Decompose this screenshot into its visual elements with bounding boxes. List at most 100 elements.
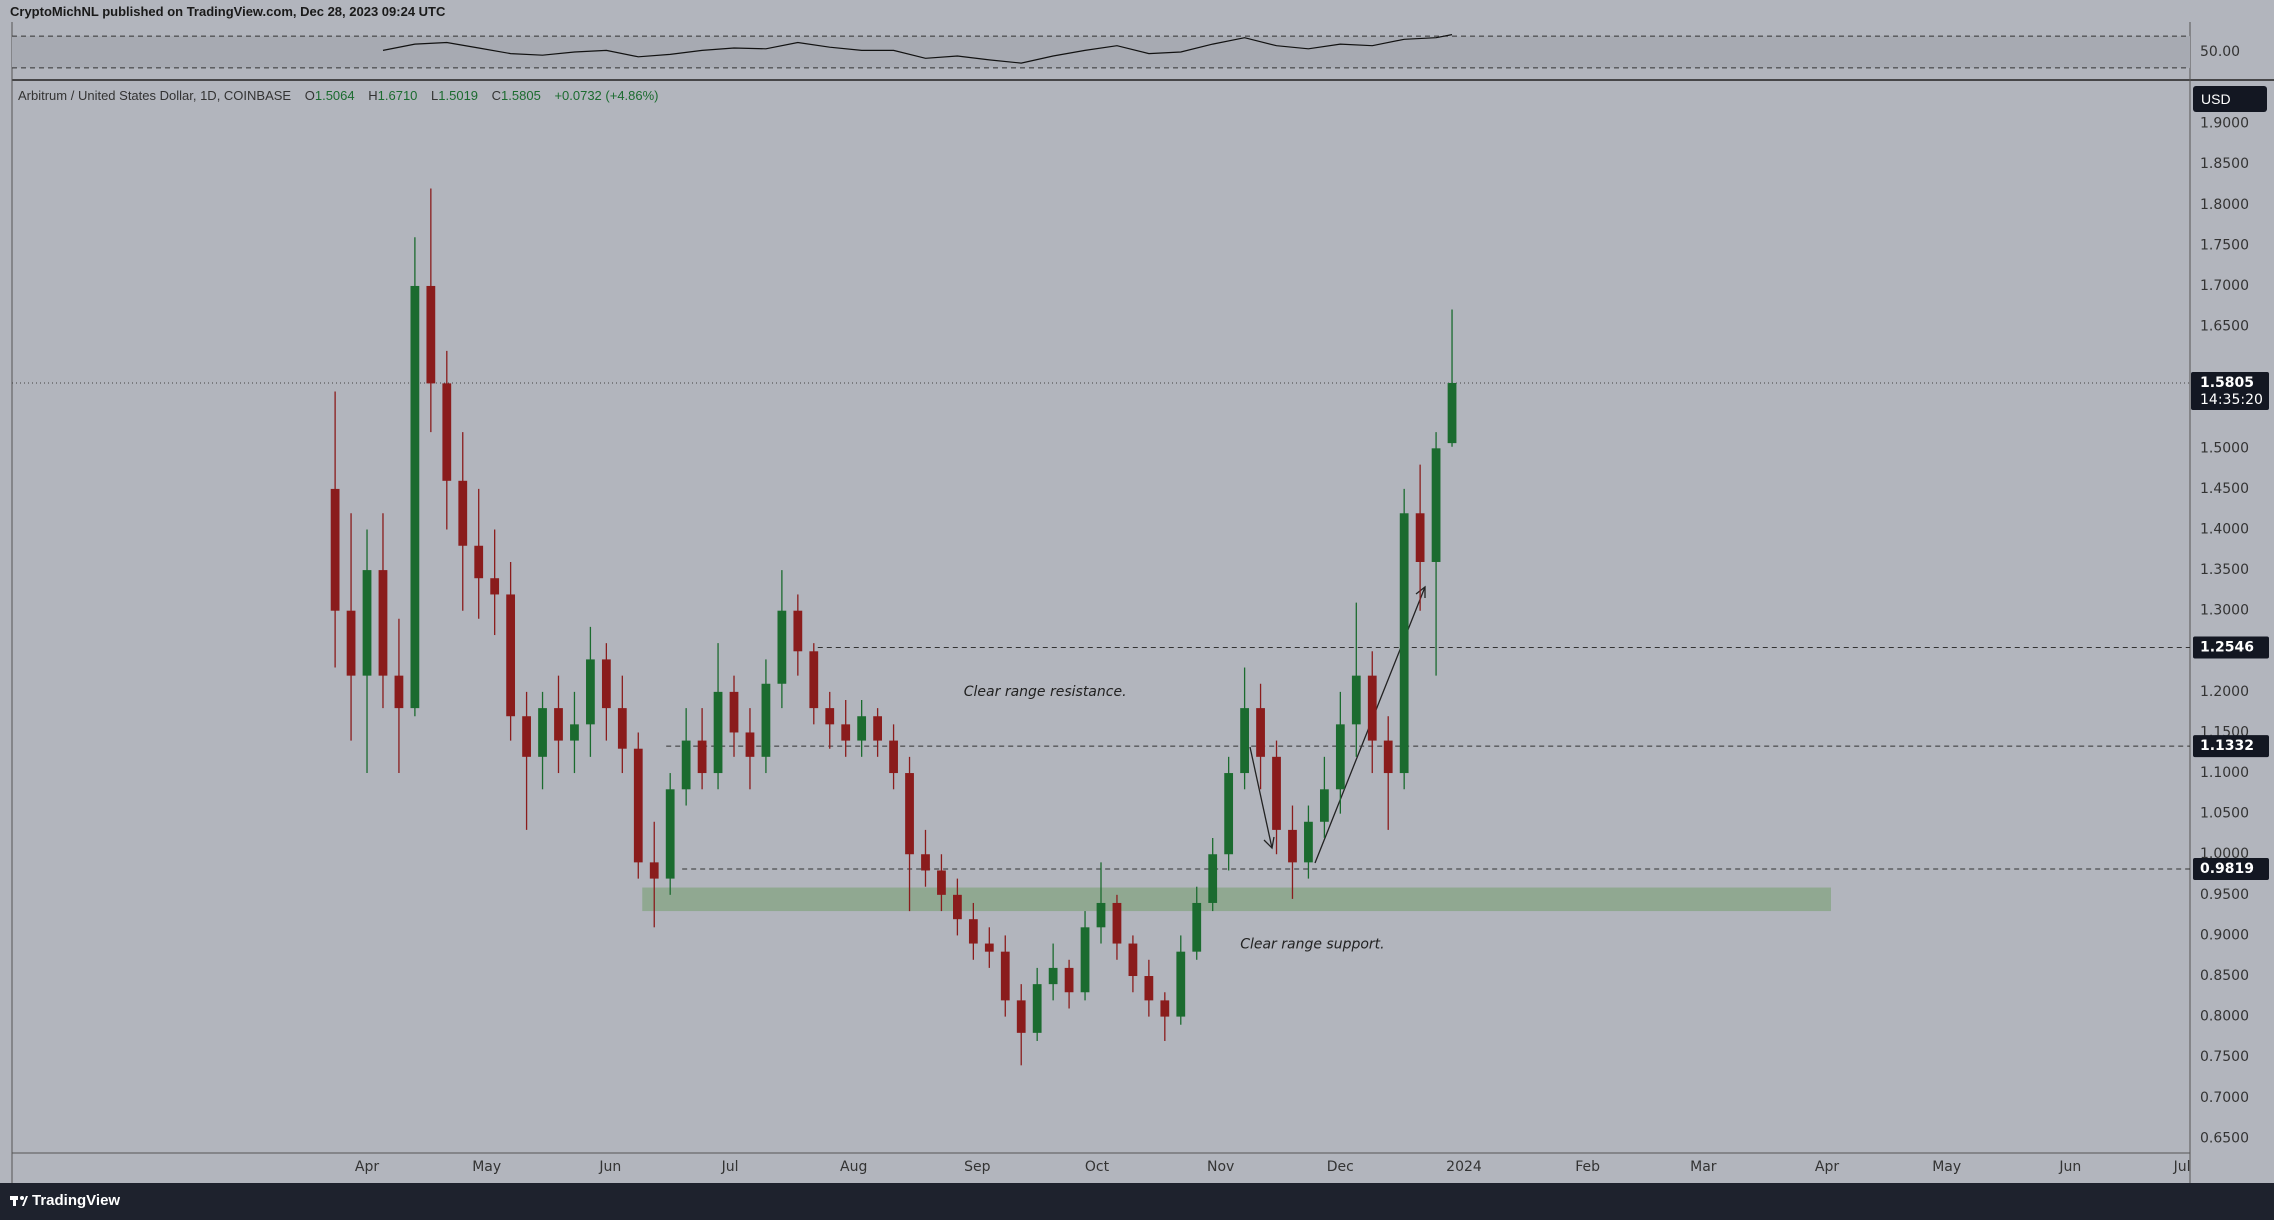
x-tick-label: Feb <box>1575 1159 1600 1175</box>
level-price-box <box>2193 857 2269 880</box>
publisher-line: CryptoMichNL published on TradingView.co… <box>10 4 446 19</box>
candle-body <box>729 691 739 733</box>
candle-body <box>681 740 691 790</box>
symbol-title: Arbitrum / United States Dollar, 1D, COI… <box>18 88 292 103</box>
y-tick-label: 0.8500 <box>2200 968 2249 984</box>
candle-body <box>968 919 978 944</box>
x-tick-label: 2024 <box>1446 1159 1482 1175</box>
candle-body <box>1335 724 1345 790</box>
candle-body <box>1383 740 1393 774</box>
ohlc-value: 1.6710 <box>377 88 418 103</box>
candle-body <box>554 708 563 741</box>
candle-body <box>857 716 867 741</box>
y-tick-label: 0.7000 <box>2200 1090 2249 1106</box>
candle-body <box>937 870 946 895</box>
level-price-box <box>2193 636 2269 659</box>
candle-body <box>1272 756 1281 830</box>
candle-body <box>1080 927 1090 993</box>
x-tick-label: Jul <box>2173 1159 2191 1175</box>
candle-body <box>841 724 851 741</box>
annotation: Clear range support. <box>1240 936 1384 952</box>
candle-body <box>1240 708 1249 774</box>
ohlc-value: 1.5019 <box>438 88 479 103</box>
candle-body <box>442 383 452 481</box>
candle-body <box>713 691 723 774</box>
change: +0.0732 (+4.86%) <box>554 88 659 103</box>
y-tick-label: 0.8000 <box>2200 1009 2249 1025</box>
candle-body <box>1367 675 1377 741</box>
x-tick-label: Mar <box>1690 1159 1717 1175</box>
y-tick-label: 1.3000 <box>2200 603 2249 619</box>
y-tick-label: 1.5000 <box>2200 440 2249 456</box>
x-tick-label: Apr <box>355 1159 379 1175</box>
candle-body <box>1224 773 1234 855</box>
rsi-tick-label: 50.00 <box>2200 44 2240 60</box>
candle-body <box>1288 829 1297 863</box>
candle-body <box>1048 967 1058 985</box>
candle-body <box>1192 902 1202 952</box>
y-tick-label: 1.1000 <box>2200 765 2249 781</box>
y-tick-label: 0.7500 <box>2200 1049 2249 1065</box>
symbol-legend: Arbitrum / United States Dollar, 1D, COI… <box>18 88 659 103</box>
candle-body <box>1304 821 1313 863</box>
last-price-box <box>2191 371 2269 410</box>
x-tick-label: Jun <box>2058 1159 2081 1175</box>
candle-body <box>538 708 547 757</box>
y-tick-label: 1.2000 <box>2200 684 2249 700</box>
x-tick-label: May <box>472 1159 501 1175</box>
y-tick-label: 1.7500 <box>2200 237 2249 253</box>
candle-body <box>570 724 579 741</box>
y-tick-label: 1.8000 <box>2200 197 2249 213</box>
candle-body <box>490 578 500 595</box>
ohlc-key: H <box>368 88 378 103</box>
candle-body <box>394 675 404 709</box>
candle-body <box>825 708 835 725</box>
x-tick-label: Jun <box>598 1159 621 1175</box>
y-tick-label: 0.6500 <box>2200 1130 2249 1146</box>
x-tick-label: Dec <box>1327 1159 1354 1175</box>
currency-button[interactable]: USD <box>2193 86 2267 112</box>
candle-body <box>617 708 627 749</box>
y-tick-label: 1.3500 <box>2200 562 2249 578</box>
candle-body <box>346 610 356 676</box>
annotation: Clear range resistance. <box>964 684 1127 700</box>
candle-body <box>697 740 707 774</box>
ohlc-value: 1.5064 <box>314 88 355 103</box>
ohlc-key: L <box>431 88 439 103</box>
candle-body <box>458 480 468 546</box>
candle-body <box>953 894 962 920</box>
candle-body <box>1128 943 1138 977</box>
candle-body <box>1447 382 1457 444</box>
x-tick-label: Nov <box>1207 1159 1234 1175</box>
candle-body <box>378 570 388 676</box>
candle-body <box>905 773 914 855</box>
candle-body <box>426 285 436 384</box>
candle-body <box>474 545 484 579</box>
candle-body <box>649 862 659 879</box>
candle-body <box>1415 513 1425 562</box>
countdown: 14:35:20 <box>2200 392 2263 408</box>
candle-body <box>1256 708 1265 757</box>
y-tick-label: 1.6500 <box>2200 319 2249 335</box>
level-price-label: 1.2546 <box>2200 640 2254 656</box>
level-price-box <box>2193 735 2269 758</box>
candle-body <box>1144 976 1154 1001</box>
candle-body <box>777 610 787 684</box>
x-tick-label: Apr <box>1815 1159 1839 1175</box>
candle-body <box>761 683 771 757</box>
y-tick-label: 0.9500 <box>2200 887 2249 903</box>
candle-body <box>1000 951 1010 1001</box>
candle-body <box>506 594 516 717</box>
candle-body <box>522 716 531 757</box>
y-tick-label: 1.4500 <box>2200 481 2249 497</box>
candle-body <box>1112 902 1122 944</box>
candle-body <box>1160 1000 1170 1017</box>
ohlc-key: O <box>304 88 315 103</box>
candle-body <box>1431 448 1441 562</box>
y-tick-label: 1.7000 <box>2200 278 2249 294</box>
logo <box>10 1196 28 1206</box>
y-tick-label: 0.9000 <box>2200 927 2249 943</box>
